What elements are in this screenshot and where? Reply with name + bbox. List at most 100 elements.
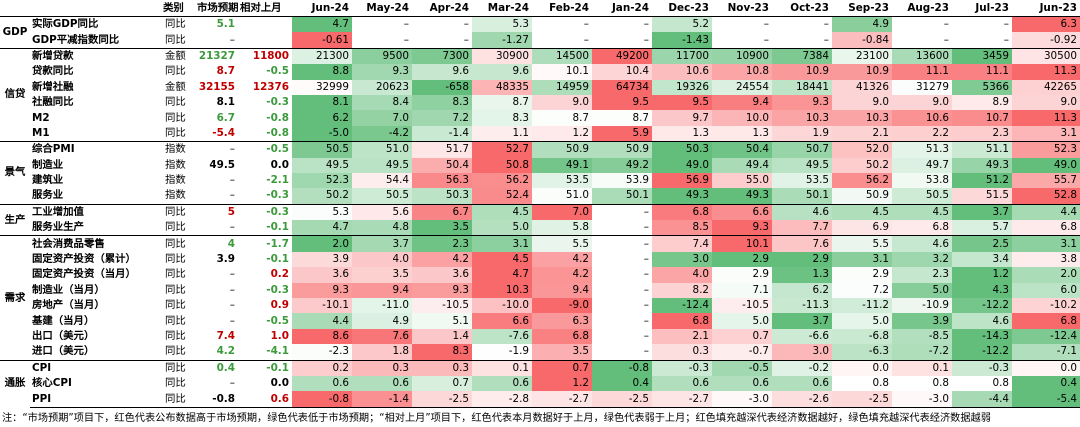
value-cell: -12.4 bbox=[1012, 328, 1080, 345]
relative-change: 0.0 bbox=[270, 377, 289, 390]
value-cell: 7.2 bbox=[832, 282, 892, 299]
value-cell: 4.6 bbox=[892, 235, 952, 252]
value-cell: -658 bbox=[412, 79, 472, 95]
value-cell: 0.7 bbox=[712, 328, 772, 345]
market-expectation: – bbox=[229, 377, 235, 390]
value-cell: 8.6 bbox=[292, 328, 352, 345]
indicator-label: 实际GDP同比 bbox=[30, 16, 161, 33]
relative-change: 0.0 bbox=[270, 158, 289, 171]
value-cell: 0.7 bbox=[532, 359, 592, 376]
value-cell: -6.3 bbox=[832, 344, 892, 361]
value-cell: 21300 bbox=[292, 47, 352, 65]
relative-change: 0.9 bbox=[270, 299, 289, 312]
value-cell: 20623 bbox=[352, 79, 412, 95]
value-cell: 4.7 bbox=[292, 220, 352, 236]
relative-change: -0.1 bbox=[238, 359, 292, 376]
value-cell: 2.9 bbox=[712, 251, 772, 268]
table-row: 贷款同比 同比 8.7 -0.5 8.8 9.3 9.6 9.6 10.1 10.4 10.6 10.… bbox=[0, 64, 1080, 80]
market-expectation: – bbox=[229, 174, 235, 187]
value-cell: 30900 bbox=[472, 47, 532, 65]
value-cell: 3.7 bbox=[352, 235, 412, 252]
value-cell: 13600 bbox=[892, 47, 952, 65]
value-cell: 5.5 bbox=[532, 235, 592, 252]
value-cell: -5.4 bbox=[1012, 391, 1080, 408]
value-cell: 51.2 bbox=[952, 172, 1012, 189]
value-cell: 4.9 bbox=[832, 16, 892, 33]
value-cell: 1.3 bbox=[712, 125, 772, 142]
value-cell: 0.2 bbox=[292, 359, 352, 376]
value-cell: -10.5 bbox=[412, 298, 472, 314]
table-row: 进口（美元） 同比 4.2 -4.1 -2.3 1.8 8.3 -1.9 3.5 –0.3 -0.7… bbox=[0, 344, 1080, 361]
value-cell: 7.0 bbox=[352, 110, 412, 126]
relative-change: -0.5 bbox=[266, 65, 289, 78]
value-cell: 6.2 bbox=[292, 110, 352, 126]
value-cell: 0.8 bbox=[832, 375, 892, 392]
value-cell: 5.2 bbox=[652, 16, 712, 33]
relative-change: 0.6 bbox=[238, 391, 292, 408]
indicator-label: GDP平减指数同比 bbox=[32, 33, 120, 46]
value-cell: -12.4 bbox=[652, 298, 712, 314]
value-cell: 0.6 bbox=[472, 375, 532, 392]
value-cell: 0.0 bbox=[832, 359, 892, 376]
value-cell: – bbox=[643, 33, 649, 46]
value-cell: 4.0 bbox=[652, 267, 712, 283]
table-row: 制造业 指数 49.5 0.0 49.5 49.5 50.4 50.8 49.1 49.2 49.0… bbox=[0, 157, 1080, 173]
value-cell: 5.5 bbox=[832, 235, 892, 252]
value-cell: 50.4 bbox=[712, 141, 772, 158]
value-cell: 9.7 bbox=[652, 110, 712, 126]
value-cell: 56.2 bbox=[832, 172, 892, 189]
value-cell: 53.8 bbox=[892, 172, 952, 189]
value-cell: 9.6 bbox=[412, 64, 472, 80]
value-cell: 4.7 bbox=[292, 16, 352, 33]
value-cell: 0.4 bbox=[592, 375, 652, 392]
value-cell: 9.0 bbox=[832, 94, 892, 111]
value-cell: 1.4 bbox=[412, 328, 472, 345]
value-cell: 5.3 bbox=[292, 203, 352, 221]
relative-change: 11800 bbox=[238, 47, 292, 65]
value-cell: 7.2 bbox=[412, 110, 472, 126]
value-cell: 56.2 bbox=[472, 172, 532, 189]
value-cell: 11.3 bbox=[1012, 64, 1080, 80]
group-label: 景气 bbox=[0, 141, 30, 205]
value-cell: 50.4 bbox=[412, 157, 472, 173]
value-cell: – bbox=[463, 33, 469, 46]
value-cell: 3.7 bbox=[952, 203, 1012, 221]
indicator-type: 同比 bbox=[165, 111, 186, 124]
indicator-label: 房地产（当月） bbox=[32, 299, 105, 312]
value-cell: -1.4 bbox=[412, 125, 472, 142]
value-cell: – bbox=[412, 16, 472, 33]
value-cell: 0.6 bbox=[772, 375, 832, 392]
value-cell: 4.9 bbox=[352, 313, 412, 329]
value-cell: 50.5 bbox=[352, 188, 412, 205]
market-expectation: – bbox=[229, 314, 235, 327]
header-month-4: Feb-24 bbox=[532, 0, 592, 17]
value-cell: -2.8 bbox=[472, 391, 532, 408]
value-cell: -3.0 bbox=[712, 391, 772, 408]
value-cell: 7300 bbox=[412, 47, 472, 65]
relative-change: -1.7 bbox=[238, 235, 292, 252]
value-cell: -1.27 bbox=[472, 32, 532, 49]
value-cell: – bbox=[643, 283, 649, 296]
value-cell: 1.2 bbox=[532, 125, 592, 142]
value-cell: 6.6 bbox=[472, 313, 532, 329]
value-cell: 49.0 bbox=[652, 157, 712, 173]
value-cell: -11.0 bbox=[352, 298, 412, 314]
relative-change: -0.8 bbox=[266, 126, 289, 139]
value-cell: 1.2 bbox=[952, 267, 1012, 283]
relative-change: -2.1 bbox=[266, 174, 289, 187]
value-cell: 0.3 bbox=[652, 344, 712, 361]
relative-change: -0.5 bbox=[238, 141, 292, 158]
table-row: GDP平减指数同比 同比 – -0.61– – -1.27– – -1.43– – -0.84– –… bbox=[0, 32, 1080, 49]
table-row: GDP 实际GDP同比 同比 5.1 4.7– –5.3– –5.2– –4.9– –6.3 bbox=[0, 16, 1080, 49]
value-cell: 9.0 bbox=[1012, 94, 1080, 111]
value-cell: 6.8 bbox=[652, 313, 712, 329]
indicator-label: 建筑业 bbox=[32, 174, 64, 187]
value-cell: 2.2 bbox=[892, 125, 952, 142]
value-cell: 51.1 bbox=[952, 141, 1012, 158]
value-cell: 50.3 bbox=[412, 188, 472, 205]
value-cell: 2.9 bbox=[772, 251, 832, 268]
indicator-type: 同比 bbox=[165, 126, 186, 139]
value-cell: 3.1 bbox=[1012, 235, 1080, 252]
indicator-type: 同比 bbox=[165, 345, 186, 358]
indicator-label: 核心CPI bbox=[32, 377, 72, 390]
